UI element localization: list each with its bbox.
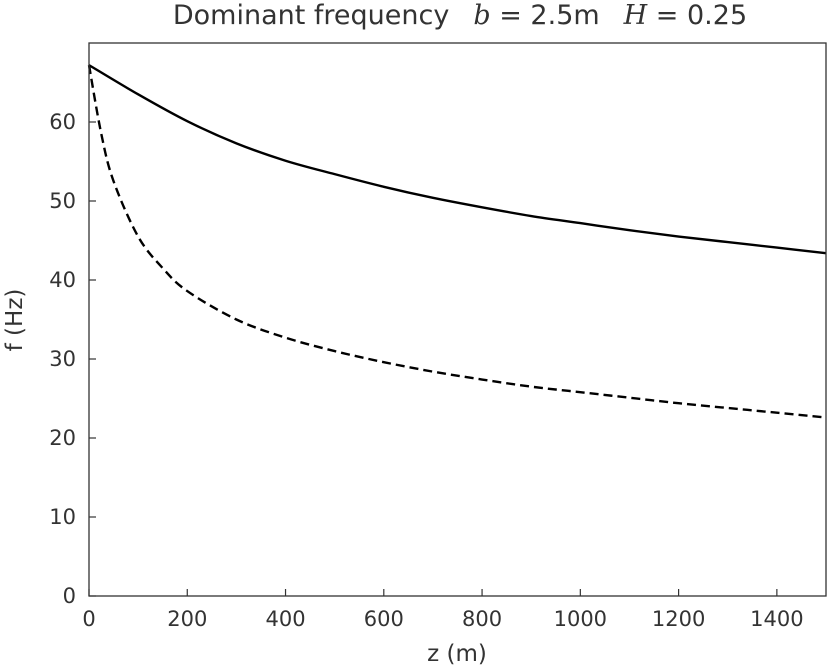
x-tick-label: 1000 [554,607,607,631]
y-tick-label: 30 [49,347,76,371]
y-tick-label: 0 [63,584,76,608]
title-param1-value: = 2.5m [491,0,600,31]
title-param2-value: = 0.25 [647,0,747,31]
x-axis-label: z (m) [427,641,487,667]
plot-frame [88,42,827,597]
chart-title-prefix: Dominant frequency [173,0,449,31]
series-lines [87,64,827,419]
y-tick-label: 50 [49,189,76,213]
y-tick-label: 20 [49,426,76,450]
x-tick-label: 1400 [750,607,803,631]
axes: 0 200 400 600 800 1000 1200 1400 0 10 20 30 40 50 60 [49,110,803,631]
x-tick-label: 400 [265,607,305,631]
chart-title: Dominant frequency b = 2.5m H = 0.25 [173,0,747,31]
title-param1-symbol: b [473,0,490,31]
x-tick-label: 0 [82,607,95,631]
x-tick-label: 200 [167,607,207,631]
series-line-solid [88,64,827,255]
y-tick-label: 60 [49,110,76,134]
y-tick-label: 40 [49,268,76,292]
x-tick-label: 600 [364,607,404,631]
y-axis-label: f (Hz) [2,289,28,352]
title-param2-symbol: H [623,0,648,31]
series-line-dashed [87,64,827,419]
x-tick-label: 800 [462,607,502,631]
y-tick-label: 10 [49,505,76,529]
x-tick-label: 1200 [652,607,705,631]
